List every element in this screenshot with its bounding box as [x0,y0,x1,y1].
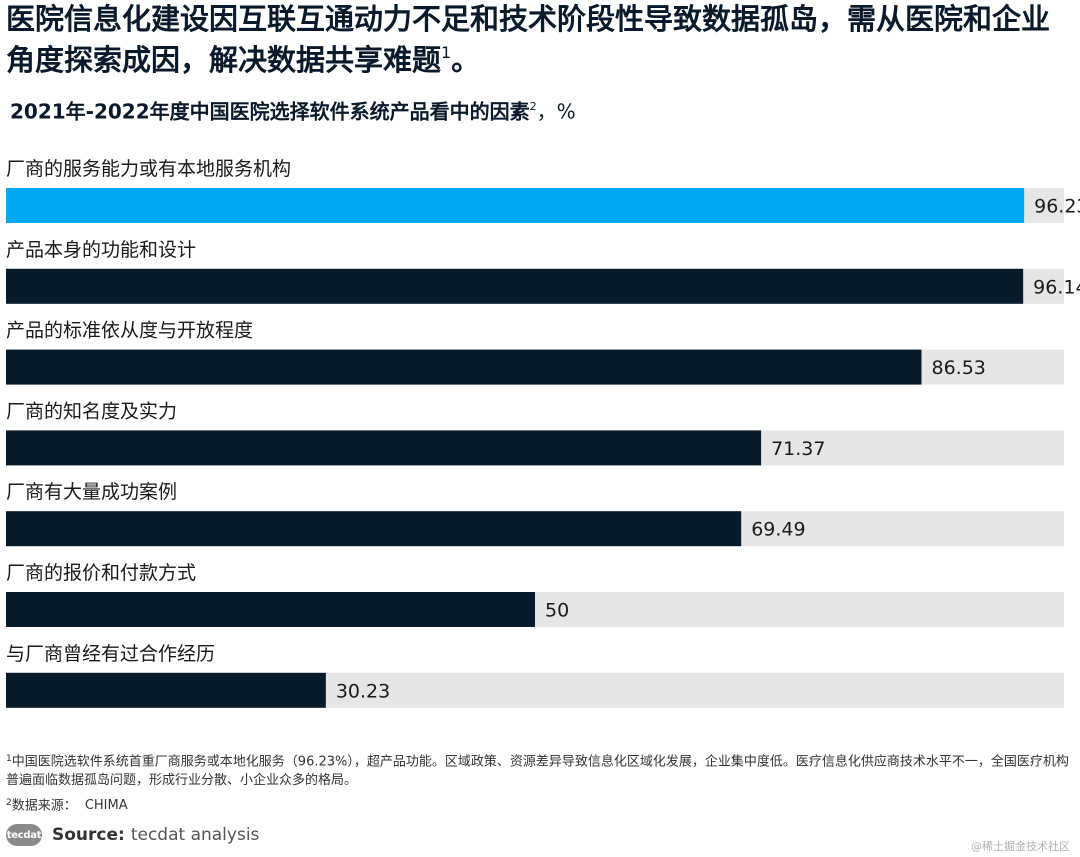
source-value: tecdat analysis [130,825,260,845]
tecdat-logo: tecdat [6,824,42,846]
source-label: Source: [52,825,125,845]
value-label: 50 [545,600,569,622]
bar-row: 厂商有大量成功案例 69.49 [6,481,1064,547]
footnotes: 1中国医院选软件系统首重厂商服务或本地化服务（96.23%），超产品功能。区域政… [6,750,1074,815]
chart-title-footnote-ref: 2 [529,100,537,113]
bar [6,188,1025,223]
bar [6,430,762,466]
headline: 医院信息化建设因互联互通动力不足和技术阶段性导致数据孤岛，需从医院和企业角度探索… [6,2,1051,77]
bar-row: 厂商的知名度及实力 71.37 [6,400,1064,466]
category-label: 产品本身的功能和设计 [6,239,196,261]
chart-unit: ，% [536,99,576,124]
category-label: 与厂商曾经有过合作经历 [6,643,215,665]
value-label: 96.14 [1033,276,1080,298]
bar [6,268,1024,304]
chart-title: 2021年-2022年度中国医院选择软件系统产品看中的因素2，% [10,99,576,124]
watermark: @稀土掘金技术社区 [971,840,1070,853]
value-label: 96.23 [1034,196,1080,218]
category-label: 厂商的服务能力或有本地服务机构 [6,158,291,180]
headline-footnote-ref: 1 [441,43,452,62]
value-label: 71.37 [771,438,825,460]
bar [6,672,326,708]
value-label: 69.49 [751,519,805,541]
footnote-1: 1中国医院选软件系统首重厂商服务或本地化服务（96.23%），超产品功能。区域政… [6,754,1069,788]
value-label: 86.53 [931,357,985,379]
bar-row: 产品本身的功能和设计 96.14 [6,239,1080,304]
footnote-2: 2数据来源： CHIMA [6,797,128,814]
bar-row: 厂商的报价和付款方式 50 [6,562,1064,627]
bar [6,349,922,385]
category-label: 厂商的报价和付款方式 [6,562,196,584]
category-label: 厂商有大量成功案例 [6,481,177,503]
category-label: 产品的标准依从度与开放程度 [6,320,253,342]
bar-row: 厂商的服务能力或有本地服务机构 96.23 [6,158,1080,223]
bar-row: 与厂商曾经有过合作经历 30.23 [6,643,1064,708]
category-label: 厂商的知名度及实力 [6,400,177,422]
bar-chart: 厂商的服务能力或有本地服务机构 96.23 产品本身的功能和设计 96.14 产品的标准… [6,158,1080,708]
value-label: 30.23 [336,680,390,702]
bar [6,511,742,547]
bar [6,592,535,627]
source-line: tecdat Source: tecdat analysis [6,823,259,847]
bar-row: 产品的标准依从度与开放程度 86.53 [6,320,1064,385]
